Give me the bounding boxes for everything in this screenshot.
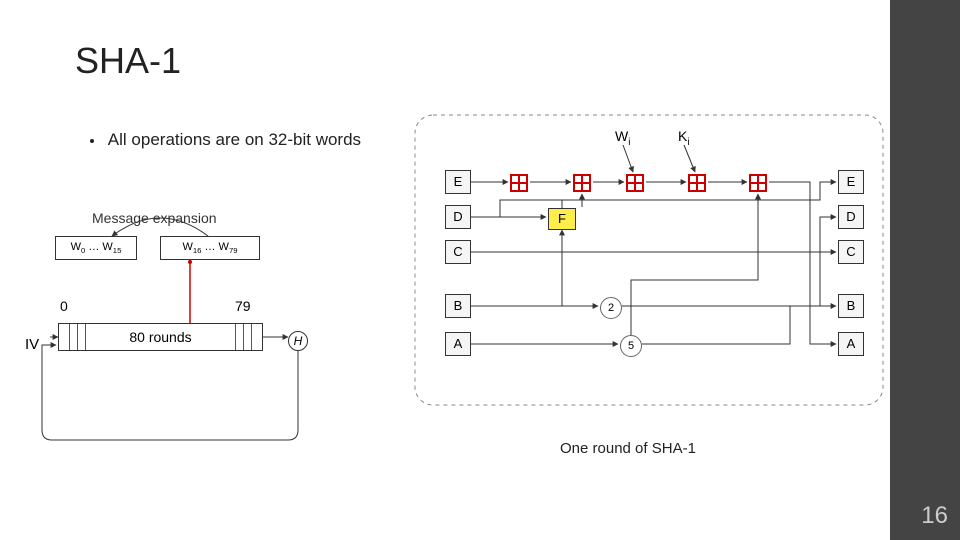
ki-label: Ki	[678, 128, 690, 148]
rounds-label: 80 rounds	[59, 329, 262, 345]
reg-left-d: D	[445, 205, 471, 229]
reg-left-e: E	[445, 170, 471, 194]
bullet-text: All operations are on 32-bit words	[108, 130, 361, 149]
reg-right-b: B	[838, 294, 864, 318]
add-box-0	[510, 174, 528, 192]
iv-label: IV	[25, 336, 39, 353]
w0-w15-box: W0 … W15	[55, 236, 137, 260]
reg-left-b: B	[445, 294, 471, 318]
rounds-box: 80 rounds	[58, 323, 263, 351]
round-boundary	[415, 115, 883, 405]
wi-label: Wi	[615, 128, 630, 148]
rotate-2-circle: 2	[600, 297, 622, 319]
bullet-dot	[90, 139, 94, 143]
w-left-label: W0 … W15	[71, 241, 122, 255]
rotate-5-circle: 5	[620, 335, 642, 357]
add-box-4	[749, 174, 767, 192]
reg-right-d: D	[838, 205, 864, 229]
w16-w79-box: W16 … W79	[160, 236, 260, 260]
round-caption: One round of SHA-1	[560, 440, 696, 457]
bullet-line: All operations are on 32-bit words	[90, 130, 361, 150]
index-0: 0	[60, 298, 68, 314]
msg-expansion-label: Message expansion	[92, 210, 217, 226]
index-79: 79	[235, 298, 251, 314]
f-function-box: F	[548, 208, 576, 230]
h-circle: H	[288, 331, 308, 351]
page-title: SHA-1	[75, 40, 181, 82]
w-right-label: W16 … W79	[182, 241, 237, 255]
sidebar	[890, 0, 960, 540]
reg-right-e: E	[838, 170, 864, 194]
page-number: 16	[921, 502, 948, 530]
add-box-2	[626, 174, 644, 192]
reg-left-a: A	[445, 332, 471, 356]
add-box-3	[688, 174, 706, 192]
reg-left-c: C	[445, 240, 471, 264]
add-box-1	[573, 174, 591, 192]
reg-right-c: C	[838, 240, 864, 264]
reg-right-a: A	[838, 332, 864, 356]
